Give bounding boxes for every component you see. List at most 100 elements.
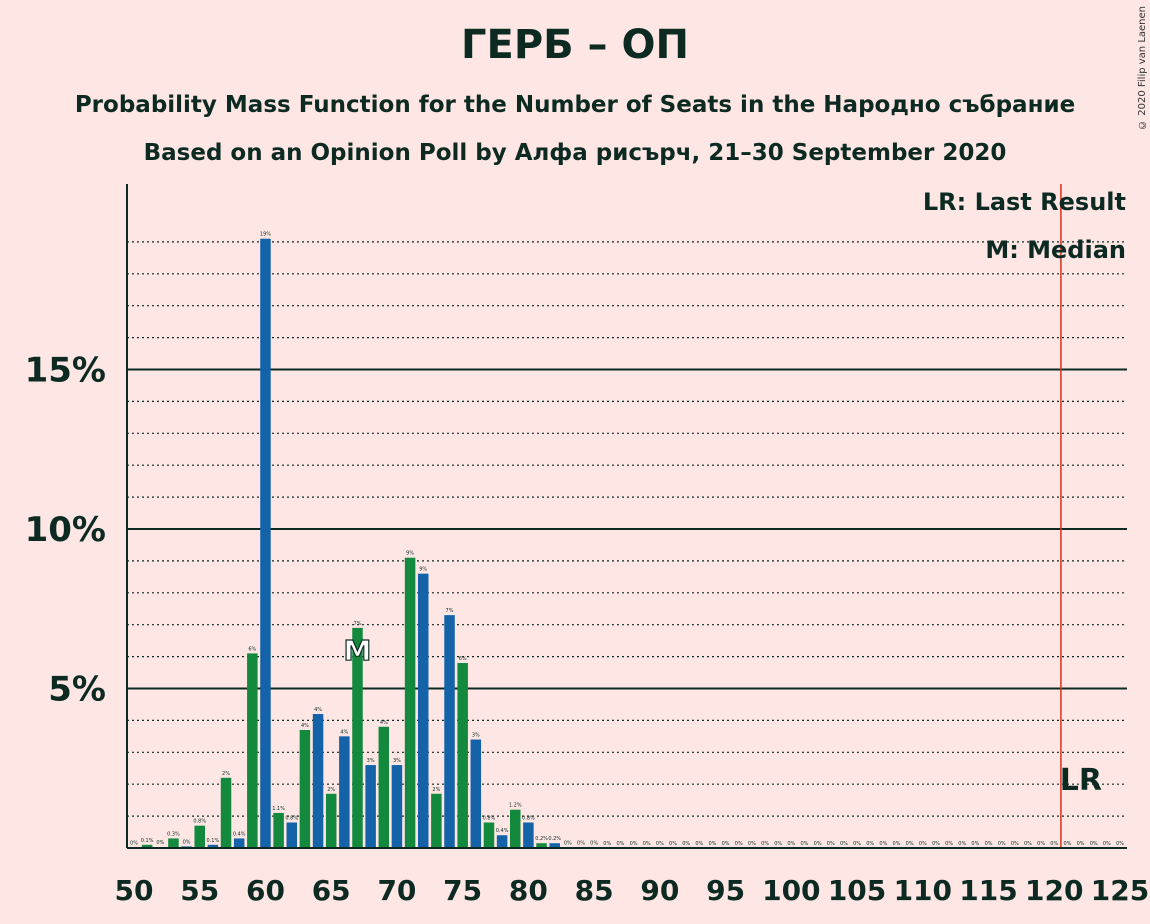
median-marker: M xyxy=(344,634,372,667)
x-tick-label: 90 xyxy=(640,874,679,907)
x-tick-label: 105 xyxy=(828,874,886,907)
bar-label-117: 0% xyxy=(1011,841,1019,847)
bar-75 xyxy=(457,662,468,848)
x-tick-label: 75 xyxy=(443,874,482,907)
bar-label-82: 0.2% xyxy=(548,836,561,842)
bar-label-105: 0% xyxy=(853,841,861,847)
y-tick-label: 10% xyxy=(25,510,106,550)
bar-label-97: 0% xyxy=(748,841,756,847)
bar-label-87: 0% xyxy=(616,841,624,847)
bar-66 xyxy=(339,736,350,848)
bar-label-98: 0% xyxy=(761,841,769,847)
x-tick-label: 95 xyxy=(706,874,745,907)
bar-label-113: 0% xyxy=(958,841,966,847)
bar-74 xyxy=(444,615,455,848)
bar-label-85: 0% xyxy=(590,841,598,847)
x-tick-label: 110 xyxy=(894,874,952,907)
bar-label-92: 0% xyxy=(682,841,690,847)
bar-label-69: 4% xyxy=(380,720,388,726)
bar-label-67: 7% xyxy=(354,621,362,627)
bar-label-83: 0% xyxy=(564,840,572,846)
bar-label-77: 0.8% xyxy=(483,815,496,821)
bar-51 xyxy=(141,844,153,848)
bar-63 xyxy=(299,729,311,848)
bar-label-114: 0% xyxy=(971,841,979,847)
bar-70 xyxy=(391,765,403,848)
bar-label-61: 1.1% xyxy=(272,806,285,812)
bar-56 xyxy=(207,844,219,848)
bar-label-54: 0% xyxy=(183,839,191,845)
bar-label-63: 4% xyxy=(301,723,309,729)
bar-label-104: 0% xyxy=(840,841,848,847)
bar-label-52: 0% xyxy=(156,840,164,846)
bar-label-111: 0% xyxy=(932,841,940,847)
bar-57 xyxy=(220,777,232,848)
bar-68 xyxy=(365,765,376,848)
x-tick-label: 120 xyxy=(1025,874,1083,907)
bar-label-96: 0% xyxy=(735,841,743,847)
chart-source-line: Based on an Opinion Poll by Алфа рисърч,… xyxy=(143,140,1007,166)
bar-label-106: 0% xyxy=(866,841,874,847)
bar-64 xyxy=(312,714,324,848)
bar-label-55: 0.8% xyxy=(193,819,206,825)
bar-71 xyxy=(404,557,416,848)
bar-label-78: 0.4% xyxy=(496,828,509,834)
last-result-label: LR xyxy=(1060,763,1102,798)
bar-label-101: 0% xyxy=(801,841,809,847)
bar-79 xyxy=(510,809,521,848)
y-tick-label: 5% xyxy=(48,670,106,710)
bar-82 xyxy=(549,843,560,848)
bar-label-99: 0% xyxy=(774,841,782,847)
chart-subtitle: Probability Mass Function for the Number… xyxy=(74,92,1076,118)
bar-label-81: 0.2% xyxy=(535,836,548,842)
bar-53 xyxy=(168,838,179,848)
bar-78 xyxy=(496,835,508,848)
bar-60 xyxy=(260,238,271,848)
bar-label-56: 0.1% xyxy=(207,838,220,844)
bar-label-94: 0% xyxy=(708,841,716,847)
bar-label-59: 6% xyxy=(248,646,256,652)
bar-label-62: 0.8% xyxy=(285,815,298,821)
bar-label-121: 0% xyxy=(1063,841,1071,847)
bar-label-88: 0% xyxy=(630,841,638,847)
bar-label-66: 4% xyxy=(340,729,348,735)
bar-label-108: 0% xyxy=(893,841,901,847)
bar-59 xyxy=(247,653,258,848)
x-tick-label: 80 xyxy=(509,874,548,907)
x-tick-label: 100 xyxy=(762,874,820,907)
bar-77 xyxy=(483,822,495,848)
bar-label-115: 0% xyxy=(985,841,993,847)
x-tick-label: 50 xyxy=(115,874,154,907)
bar-67 xyxy=(352,627,363,848)
bar-61 xyxy=(273,812,284,848)
bar-label-80: 0.8% xyxy=(522,815,535,821)
bar-label-84: 0% xyxy=(577,841,585,847)
bar-label-65: 2% xyxy=(327,787,335,793)
bar-73 xyxy=(431,793,442,848)
bar-label-116: 0% xyxy=(998,841,1006,847)
bar-label-70: 3% xyxy=(393,758,401,764)
bar-69 xyxy=(378,726,390,848)
bar-label-60: 19% xyxy=(260,232,271,238)
bar-label-76: 3% xyxy=(472,733,480,739)
bar-label-53: 0.3% xyxy=(167,831,180,837)
bar-81 xyxy=(536,843,547,848)
bar-label-118: 0% xyxy=(1024,841,1032,847)
bar-label-122: 0% xyxy=(1077,841,1085,847)
x-tick-label: 115 xyxy=(959,874,1017,907)
bar-62 xyxy=(286,822,298,848)
bar-label-124: 0% xyxy=(1103,841,1111,847)
bar-label-64: 4% xyxy=(314,707,322,713)
bar-label-107: 0% xyxy=(879,841,887,847)
bar-label-120: 0% xyxy=(1050,841,1058,847)
bar-label-90: 0% xyxy=(656,841,664,847)
bar-label-74: 7% xyxy=(446,608,454,614)
bar-label-89: 0% xyxy=(643,841,651,847)
bar-label-95: 0% xyxy=(722,841,730,847)
bar-76 xyxy=(470,739,482,848)
bar-label-50: 0% xyxy=(130,840,138,846)
legend-last-result: LR: Last Result xyxy=(923,188,1126,216)
bar-label-109: 0% xyxy=(906,841,914,847)
bar-label-123: 0% xyxy=(1090,841,1098,847)
